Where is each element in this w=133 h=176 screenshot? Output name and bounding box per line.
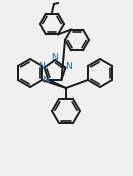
- Text: N: N: [52, 53, 58, 62]
- Text: N: N: [42, 76, 48, 85]
- Text: N: N: [65, 62, 72, 71]
- Text: N: N: [38, 62, 44, 71]
